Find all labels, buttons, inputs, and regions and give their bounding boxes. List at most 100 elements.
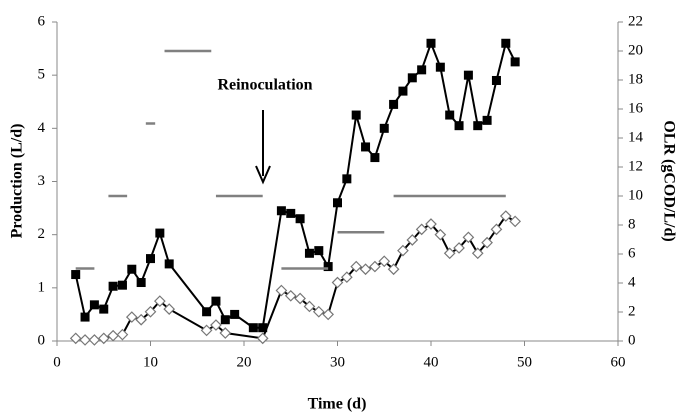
square-marker: [379, 123, 389, 133]
y2-tick-label: 18: [628, 71, 643, 87]
square-marker: [417, 65, 427, 75]
diamond-marker: [219, 327, 232, 339]
square-marker: [211, 296, 221, 306]
annotation-arrowhead: [255, 165, 271, 185]
diamond-marker: [406, 234, 419, 246]
square-marker: [510, 57, 520, 67]
square-marker: [127, 264, 137, 274]
square-marker: [258, 323, 268, 333]
square-marker: [445, 110, 455, 120]
square-marker: [473, 121, 483, 131]
diamond-marker: [499, 210, 512, 222]
square-marker: [491, 75, 501, 85]
y-axis-label: Production (L/d): [9, 124, 26, 239]
y-tick-label: 1: [38, 279, 46, 295]
square-marker: [89, 300, 99, 310]
diamond-marker: [303, 300, 316, 313]
diamond-marker: [331, 276, 344, 289]
square-marker: [71, 270, 81, 280]
y2-tick-label: 20: [628, 42, 643, 58]
square-marker: [501, 38, 511, 48]
diamond-marker: [425, 218, 437, 230]
square-marker: [230, 309, 240, 319]
square-marker: [136, 278, 146, 288]
square-marker: [342, 174, 352, 184]
y2-tick-label: 2: [628, 303, 636, 319]
diamond-marker: [275, 284, 288, 297]
square-marker: [361, 142, 371, 152]
x-tick-label: 20: [237, 354, 252, 370]
diamond-marker: [88, 334, 101, 346]
square-marker: [435, 62, 445, 72]
square-marker: [295, 214, 305, 224]
diamond-marker: [200, 324, 213, 337]
y2-axis-label: OLR (gCOD/L/d): [660, 120, 677, 241]
square-marker: [454, 121, 464, 131]
square-marker: [370, 153, 380, 163]
y2-tick-label: 22: [628, 13, 643, 29]
y-tick-label: 3: [38, 173, 46, 189]
diamond-marker: [163, 303, 176, 315]
diamond-marker: [256, 332, 269, 345]
square-marker: [99, 304, 109, 314]
y-tick-label: 4: [38, 120, 46, 136]
diamond-marker: [471, 247, 484, 260]
square-marker: [202, 307, 212, 317]
diamond-marker: [97, 332, 110, 345]
y2-tick-label: 8: [628, 216, 636, 232]
x-tick-label: 30: [330, 354, 345, 370]
diamond-marker: [490, 223, 503, 236]
diamond-marker: [69, 332, 82, 345]
square-marker: [276, 206, 286, 216]
square-marker: [286, 208, 296, 218]
square-marker: [220, 315, 230, 325]
diamond-marker: [107, 329, 119, 342]
diamond-marker: [294, 292, 306, 305]
y2-tick-label: 16: [628, 100, 644, 116]
x-tick-label: 10: [143, 354, 158, 370]
square-marker: [80, 312, 90, 322]
diamond-marker: [397, 244, 409, 257]
diamond-marker: [125, 311, 138, 323]
y-tick-label: 6: [38, 13, 46, 29]
diamond-marker: [378, 255, 391, 268]
diamond-marker: [359, 263, 372, 276]
square-marker: [117, 280, 127, 290]
diamond-marker: [144, 305, 157, 318]
diamond-marker: [210, 319, 222, 331]
y2-tick-label: 0: [628, 332, 636, 348]
diamond-marker: [350, 260, 363, 273]
diamond-marker: [462, 231, 475, 244]
diamond-marker: [322, 308, 334, 321]
square-marker: [407, 73, 417, 83]
square-marker: [351, 110, 361, 120]
square-marker: [323, 262, 333, 272]
x-tick-label: 60: [611, 354, 626, 370]
y2-tick-label: 4: [628, 274, 636, 290]
square-marker: [248, 323, 258, 333]
square-marker: [304, 248, 314, 258]
diamond-marker: [434, 228, 447, 241]
diamond-marker: [369, 260, 381, 273]
square-marker: [398, 86, 408, 96]
diamond-marker: [341, 271, 353, 284]
square-marker: [155, 228, 165, 238]
diamond-marker: [415, 223, 428, 236]
x-tick-label: 40: [424, 354, 439, 370]
diamond-marker: [443, 247, 456, 260]
x-tick-label: 50: [517, 354, 532, 370]
square-marker: [164, 259, 174, 269]
diamond-marker: [284, 289, 297, 302]
diamond-marker: [116, 328, 129, 341]
square-marker: [314, 246, 324, 256]
annotation: Reinoculation: [217, 77, 312, 94]
x-tick-label: 0: [53, 354, 61, 370]
diamond-marker: [481, 236, 493, 249]
x-axis-label: Time (d): [308, 396, 367, 413]
square-marker: [389, 99, 399, 109]
square-marker: [482, 115, 492, 125]
y-tick-label: 5: [38, 67, 46, 83]
diamond-marker: [79, 334, 91, 346]
y-tick-label: 2: [38, 226, 46, 242]
